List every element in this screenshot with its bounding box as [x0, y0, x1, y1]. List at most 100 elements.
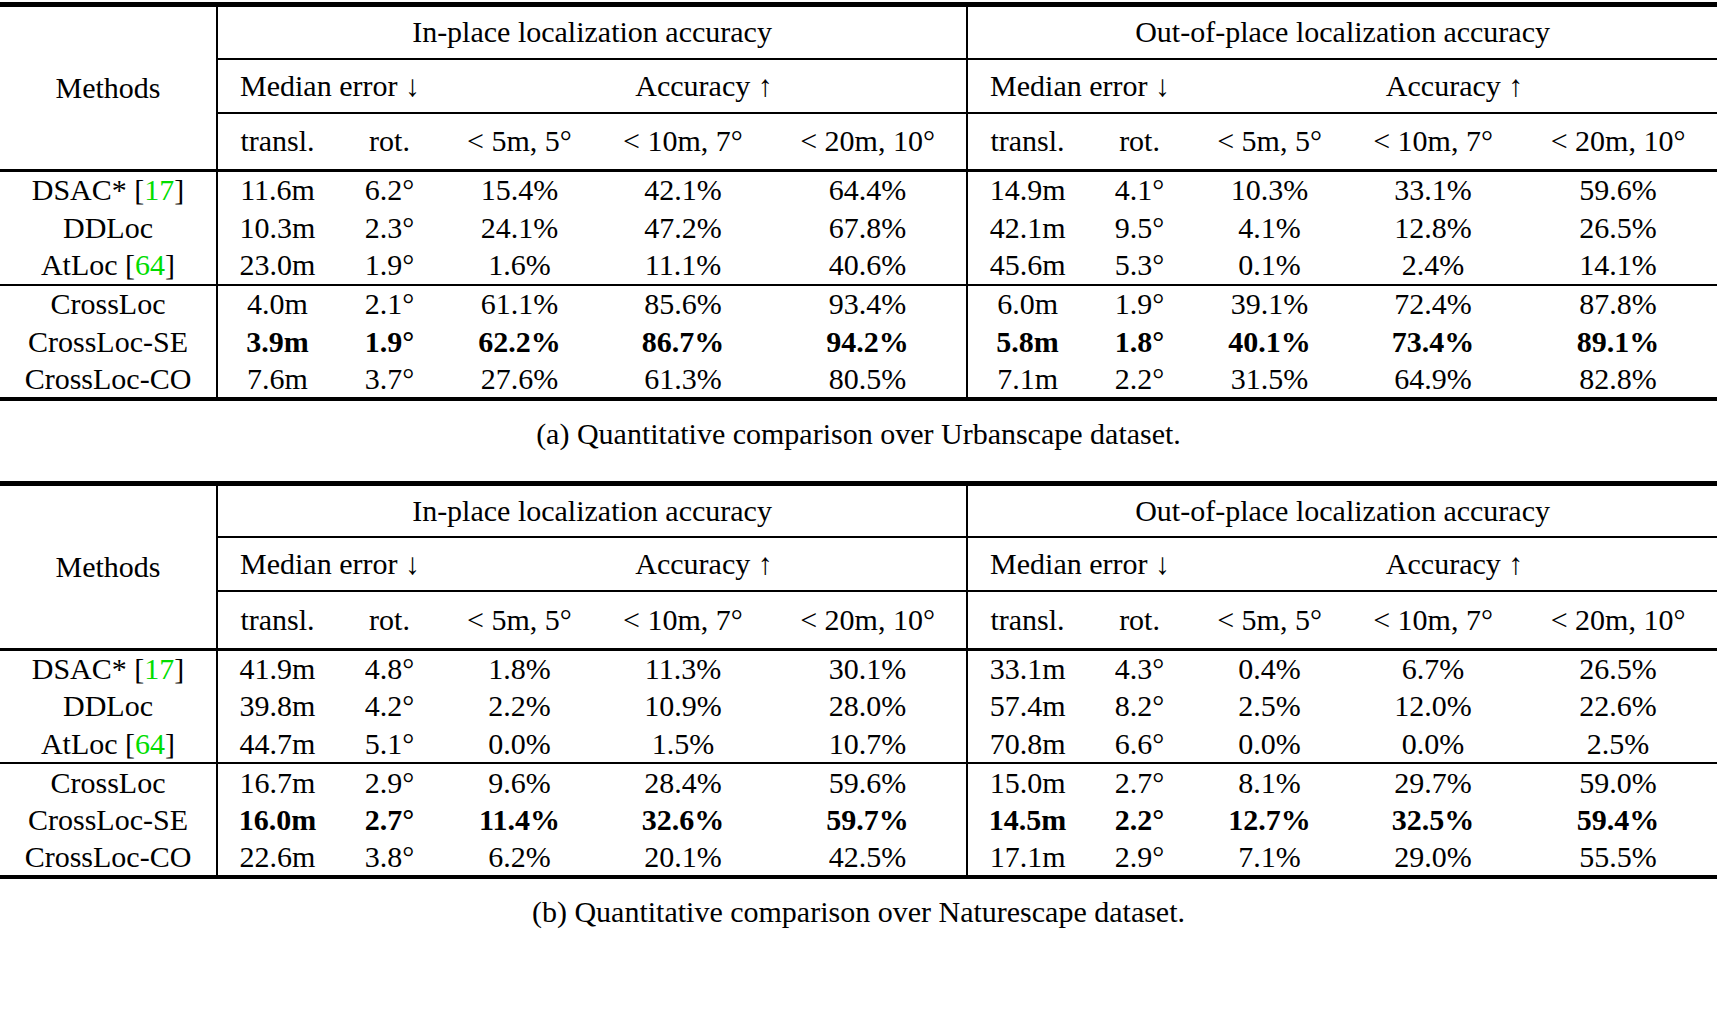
table-row: DDLoc10.3m2.3°24.1%47.2%67.8%42.1m9.5°4.… — [0, 209, 1717, 247]
value-cell: 72.4% — [1347, 285, 1519, 323]
value-cell: 15.4% — [442, 171, 597, 209]
value-cell: 0.0% — [1347, 725, 1519, 763]
method-name: DSAC* [17] — [0, 649, 217, 687]
value-cell: 5.1° — [337, 725, 442, 763]
subgroup-header-row: Median error ↓ Accuracy ↑ Median error ↓… — [0, 537, 1717, 591]
value-cell: 15.0m — [967, 763, 1087, 801]
value-cell: 16.0m — [217, 801, 337, 839]
value-cell: 40.6% — [769, 247, 967, 285]
col-header-10m: < 10m, 7° — [597, 113, 769, 171]
group-header-row: Methods In-place localization accuracy O… — [0, 5, 1717, 59]
value-cell: 20.1% — [597, 839, 769, 877]
value-cell: 1.8° — [1087, 323, 1192, 361]
crossloc-methods-group: CrossLoc16.7m2.9°9.6%28.4%59.6%15.0m2.7°… — [0, 763, 1717, 877]
value-cell: 6.7% — [1347, 649, 1519, 687]
value-cell: 23.0m — [217, 247, 337, 285]
value-cell: 62.2% — [442, 323, 597, 361]
value-cell: 39.8m — [217, 687, 337, 725]
value-cell: 10.3m — [217, 209, 337, 247]
method-name: AtLoc [64] — [0, 247, 217, 285]
value-cell: 14.5m — [967, 801, 1087, 839]
baseline-methods-group: DSAC* [17]11.6m6.2°15.4%42.1%64.4%14.9m4… — [0, 171, 1717, 285]
value-cell: 17.1m — [967, 839, 1087, 877]
value-cell: 47.2% — [597, 209, 769, 247]
value-cell: 39.1% — [1192, 285, 1347, 323]
value-cell: 26.5% — [1519, 209, 1717, 247]
value-cell: 2.2° — [1087, 361, 1192, 399]
value-cell: 87.8% — [1519, 285, 1717, 323]
value-cell: 7.6m — [217, 361, 337, 399]
value-cell: 0.1% — [1192, 247, 1347, 285]
table-row: CrossLoc16.7m2.9°9.6%28.4%59.6%15.0m2.7°… — [0, 763, 1717, 801]
group-header-row: Methods In-place localization accuracy O… — [0, 483, 1717, 537]
value-cell: 42.1m — [967, 209, 1087, 247]
value-cell: 6.6° — [1087, 725, 1192, 763]
accuracy-header: Accuracy ↑ — [442, 59, 967, 113]
median-error-header: Median error ↓ — [967, 537, 1192, 591]
table-row: CrossLoc-SE16.0m2.7°11.4%32.6%59.7%14.5m… — [0, 801, 1717, 839]
value-cell: 93.4% — [769, 285, 967, 323]
value-cell: 41.9m — [217, 649, 337, 687]
col-header-rot: rot. — [1087, 591, 1192, 649]
col-header-5m: < 5m, 5° — [1192, 113, 1347, 171]
value-cell: 6.2% — [442, 839, 597, 877]
method-name: CrossLoc — [0, 285, 217, 323]
accuracy-header: Accuracy ↑ — [1192, 537, 1717, 591]
col-header-10m: < 10m, 7° — [1347, 113, 1519, 171]
value-cell: 73.4% — [1347, 323, 1519, 361]
citation-link[interactable]: 17 — [144, 173, 174, 206]
col-header-transl: transl. — [217, 591, 337, 649]
value-cell: 28.0% — [769, 687, 967, 725]
value-cell: 2.5% — [1192, 687, 1347, 725]
table-a-caption: (a) Quantitative comparison over Urbansc… — [0, 417, 1717, 451]
method-name: CrossLoc — [0, 763, 217, 801]
col-header-10m: < 10m, 7° — [597, 591, 769, 649]
value-cell: 24.1% — [442, 209, 597, 247]
value-cell: 67.8% — [769, 209, 967, 247]
value-cell: 9.5° — [1087, 209, 1192, 247]
value-cell: 4.1% — [1192, 209, 1347, 247]
value-cell: 86.7% — [597, 323, 769, 361]
value-cell: 11.1% — [597, 247, 769, 285]
value-cell: 12.8% — [1347, 209, 1519, 247]
col-header-5m: < 5m, 5° — [442, 113, 597, 171]
value-cell: 2.1° — [337, 285, 442, 323]
value-cell: 22.6% — [1519, 687, 1717, 725]
value-cell: 64.4% — [769, 171, 967, 209]
table-header: Methods In-place localization accuracy O… — [0, 5, 1717, 171]
table-row: CrossLoc-CO22.6m3.8°6.2%20.1%42.5%17.1m2… — [0, 839, 1717, 877]
value-cell: 28.4% — [597, 763, 769, 801]
value-cell: 4.2° — [337, 687, 442, 725]
value-cell: 5.3° — [1087, 247, 1192, 285]
value-cell: 2.2° — [1087, 801, 1192, 839]
value-cell: 40.1% — [1192, 323, 1347, 361]
table-row: DSAC* [17]11.6m6.2°15.4%42.1%64.4%14.9m4… — [0, 171, 1717, 209]
methods-column-header: Methods — [0, 5, 217, 171]
table-row: CrossLoc4.0m2.1°61.1%85.6%93.4%6.0m1.9°3… — [0, 285, 1717, 323]
col-header-20m: < 20m, 10° — [1519, 113, 1717, 171]
col-header-20m: < 20m, 10° — [769, 591, 967, 649]
baseline-methods-group: DSAC* [17]41.9m4.8°1.8%11.3%30.1%33.1m4.… — [0, 649, 1717, 763]
table-row: AtLoc [64]23.0m1.9°1.6%11.1%40.6%45.6m5.… — [0, 247, 1717, 285]
citation-link[interactable]: 64 — [135, 727, 165, 760]
accuracy-header: Accuracy ↑ — [442, 537, 967, 591]
value-cell: 2.7° — [337, 801, 442, 839]
value-cell: 2.7° — [1087, 763, 1192, 801]
value-cell: 2.3° — [337, 209, 442, 247]
citation-link[interactable]: 64 — [135, 248, 165, 281]
methods-column-header: Methods — [0, 483, 217, 649]
method-name: CrossLoc-SE — [0, 801, 217, 839]
citation-link[interactable]: 17 — [144, 652, 174, 685]
value-cell: 32.5% — [1347, 801, 1519, 839]
value-cell: 10.7% — [769, 725, 967, 763]
median-error-header: Median error ↓ — [217, 537, 442, 591]
value-cell: 11.3% — [597, 649, 769, 687]
method-name: AtLoc [64] — [0, 725, 217, 763]
value-cell: 9.6% — [442, 763, 597, 801]
value-cell: 6.0m — [967, 285, 1087, 323]
col-header-rot: rot. — [337, 591, 442, 649]
table-b-caption: (b) Quantitative comparison over Natures… — [0, 895, 1717, 929]
value-cell: 0.4% — [1192, 649, 1347, 687]
accuracy-header: Accuracy ↑ — [1192, 59, 1717, 113]
value-cell: 4.1° — [1087, 171, 1192, 209]
